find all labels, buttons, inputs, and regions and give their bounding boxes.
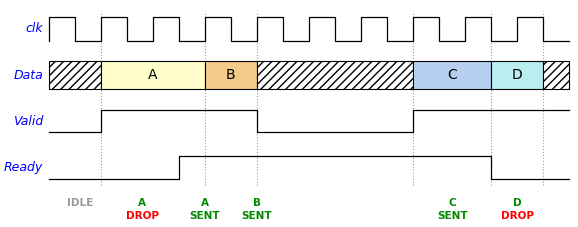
Bar xyxy=(413,61,491,89)
Text: SENT: SENT xyxy=(242,211,272,221)
Text: B: B xyxy=(226,68,236,82)
Text: IDLE: IDLE xyxy=(66,198,93,208)
Text: C: C xyxy=(447,68,457,82)
Bar xyxy=(257,61,413,89)
Text: B: B xyxy=(253,198,261,208)
Text: DROP: DROP xyxy=(126,211,159,221)
Text: clk: clk xyxy=(26,22,43,35)
Text: Data: Data xyxy=(14,69,43,81)
Text: Ready: Ready xyxy=(4,161,43,174)
Text: A: A xyxy=(148,68,158,82)
Text: C: C xyxy=(449,198,456,208)
Text: SENT: SENT xyxy=(437,211,468,221)
Text: Valid: Valid xyxy=(13,115,43,128)
Bar xyxy=(101,61,205,89)
Bar xyxy=(491,61,543,89)
Text: SENT: SENT xyxy=(190,211,220,221)
Bar xyxy=(205,61,257,89)
Text: A: A xyxy=(138,198,146,208)
Text: D: D xyxy=(513,198,522,208)
Text: DROP: DROP xyxy=(501,211,534,221)
Bar xyxy=(49,61,101,89)
Bar xyxy=(543,61,569,89)
Text: D: D xyxy=(512,68,523,82)
Text: A: A xyxy=(201,198,209,208)
